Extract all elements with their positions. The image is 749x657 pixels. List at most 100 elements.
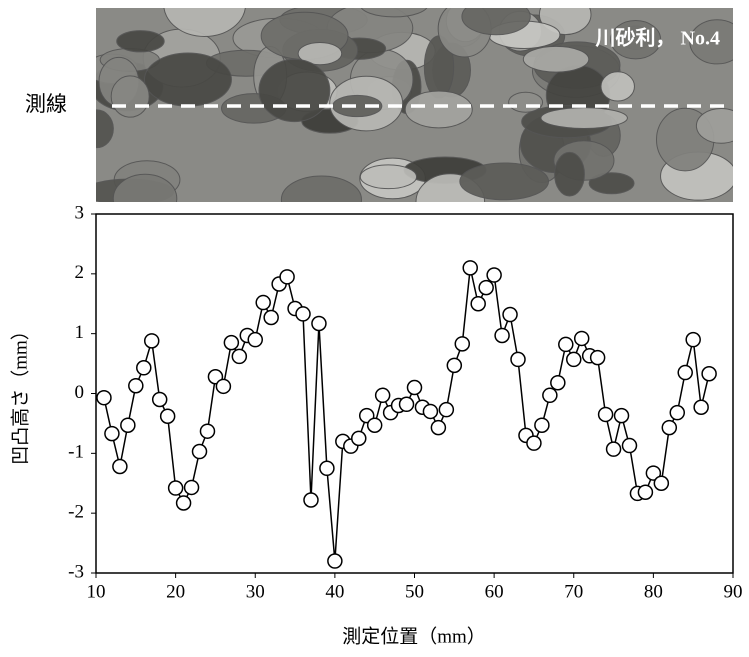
pebble bbox=[689, 19, 733, 65]
data-point bbox=[613, 407, 630, 424]
data-point bbox=[446, 357, 463, 374]
data-point bbox=[151, 391, 168, 408]
data-point bbox=[199, 423, 216, 439]
data-point bbox=[637, 484, 654, 500]
x-tick-label: 60 bbox=[485, 581, 504, 602]
data-point bbox=[510, 351, 526, 368]
y-tick-label: -1 bbox=[68, 442, 84, 463]
data-point bbox=[550, 374, 566, 391]
data-point bbox=[462, 260, 478, 276]
pebble bbox=[163, 8, 246, 37]
photo-label: 川砂利， No.4 bbox=[595, 27, 720, 50]
data-point bbox=[374, 387, 391, 404]
data-point bbox=[366, 417, 383, 433]
data-point bbox=[279, 269, 295, 285]
y-axis-label: 凹凸高さ（mm） bbox=[9, 321, 31, 465]
data-point bbox=[677, 364, 693, 381]
data-point bbox=[701, 366, 717, 382]
data-point bbox=[430, 419, 447, 436]
data-point bbox=[159, 408, 176, 424]
line-label: 測線 bbox=[25, 92, 67, 116]
pebble bbox=[610, 19, 662, 60]
data-point bbox=[534, 417, 550, 433]
data-point bbox=[494, 327, 510, 344]
data-point bbox=[295, 306, 311, 322]
pebble bbox=[508, 91, 544, 113]
data-point bbox=[406, 379, 423, 396]
pebble bbox=[522, 45, 590, 73]
y-tick-label: 1 bbox=[75, 322, 85, 343]
data-point bbox=[454, 336, 471, 352]
data-point bbox=[351, 430, 367, 447]
data-point bbox=[470, 296, 486, 312]
x-axis-label: 測定位置（mm） bbox=[342, 625, 486, 647]
data-point bbox=[255, 294, 271, 311]
pebble bbox=[280, 175, 362, 202]
x-tick-label: 90 bbox=[724, 581, 743, 602]
data-point bbox=[303, 492, 319, 508]
pebble bbox=[143, 52, 232, 107]
pebble bbox=[110, 75, 150, 118]
y-tick-label: 3 bbox=[75, 202, 85, 223]
data-point bbox=[502, 306, 518, 323]
pebble bbox=[459, 162, 550, 201]
x-tick-label: 70 bbox=[564, 581, 583, 602]
data-point bbox=[486, 267, 502, 283]
data-point bbox=[542, 387, 558, 404]
pebble bbox=[461, 8, 531, 36]
data-point bbox=[685, 331, 701, 348]
pebble bbox=[96, 109, 114, 149]
pebble bbox=[359, 164, 418, 190]
y-tick-label: -2 bbox=[68, 502, 84, 523]
data-point bbox=[136, 360, 152, 376]
data-point bbox=[661, 419, 678, 436]
data-point bbox=[605, 441, 622, 457]
pebble bbox=[554, 151, 585, 197]
data-point bbox=[215, 378, 232, 395]
data-point bbox=[645, 465, 662, 481]
data-point bbox=[143, 333, 160, 349]
pebble bbox=[258, 58, 331, 123]
pebble bbox=[297, 41, 343, 66]
data-point bbox=[653, 475, 670, 491]
data-point bbox=[231, 348, 248, 365]
data-point bbox=[104, 425, 120, 442]
data-point bbox=[311, 315, 327, 332]
data-point bbox=[263, 309, 279, 326]
data-point bbox=[398, 396, 415, 413]
data-point bbox=[438, 401, 455, 418]
data-point bbox=[183, 479, 200, 496]
data-point bbox=[175, 495, 192, 511]
data-point bbox=[669, 404, 686, 421]
pebble bbox=[588, 172, 635, 195]
data-point bbox=[327, 553, 343, 569]
pebble bbox=[404, 90, 473, 129]
gravel-photo bbox=[96, 8, 733, 202]
pebble bbox=[695, 107, 733, 144]
data-point bbox=[128, 377, 144, 394]
data-point bbox=[96, 389, 112, 406]
pebble bbox=[112, 173, 178, 202]
data-point bbox=[621, 437, 638, 454]
data-point bbox=[693, 399, 709, 416]
data-point bbox=[112, 458, 128, 475]
pebble bbox=[116, 30, 165, 53]
data-point bbox=[319, 460, 335, 477]
x-tick-label: 30 bbox=[246, 581, 265, 602]
y-tick-label: 2 bbox=[75, 262, 85, 283]
data-point bbox=[566, 351, 582, 368]
data-point bbox=[573, 330, 590, 347]
data-point bbox=[589, 349, 606, 366]
data-point bbox=[478, 279, 494, 296]
pebble bbox=[360, 8, 428, 18]
data-point bbox=[167, 480, 184, 496]
data-point bbox=[247, 331, 263, 348]
x-tick-label: 10 bbox=[87, 581, 106, 602]
x-tick-label: 40 bbox=[325, 581, 344, 602]
x-tick-label: 50 bbox=[405, 581, 424, 602]
data-point bbox=[422, 403, 439, 420]
pebble bbox=[540, 107, 628, 129]
data-point bbox=[191, 443, 208, 460]
